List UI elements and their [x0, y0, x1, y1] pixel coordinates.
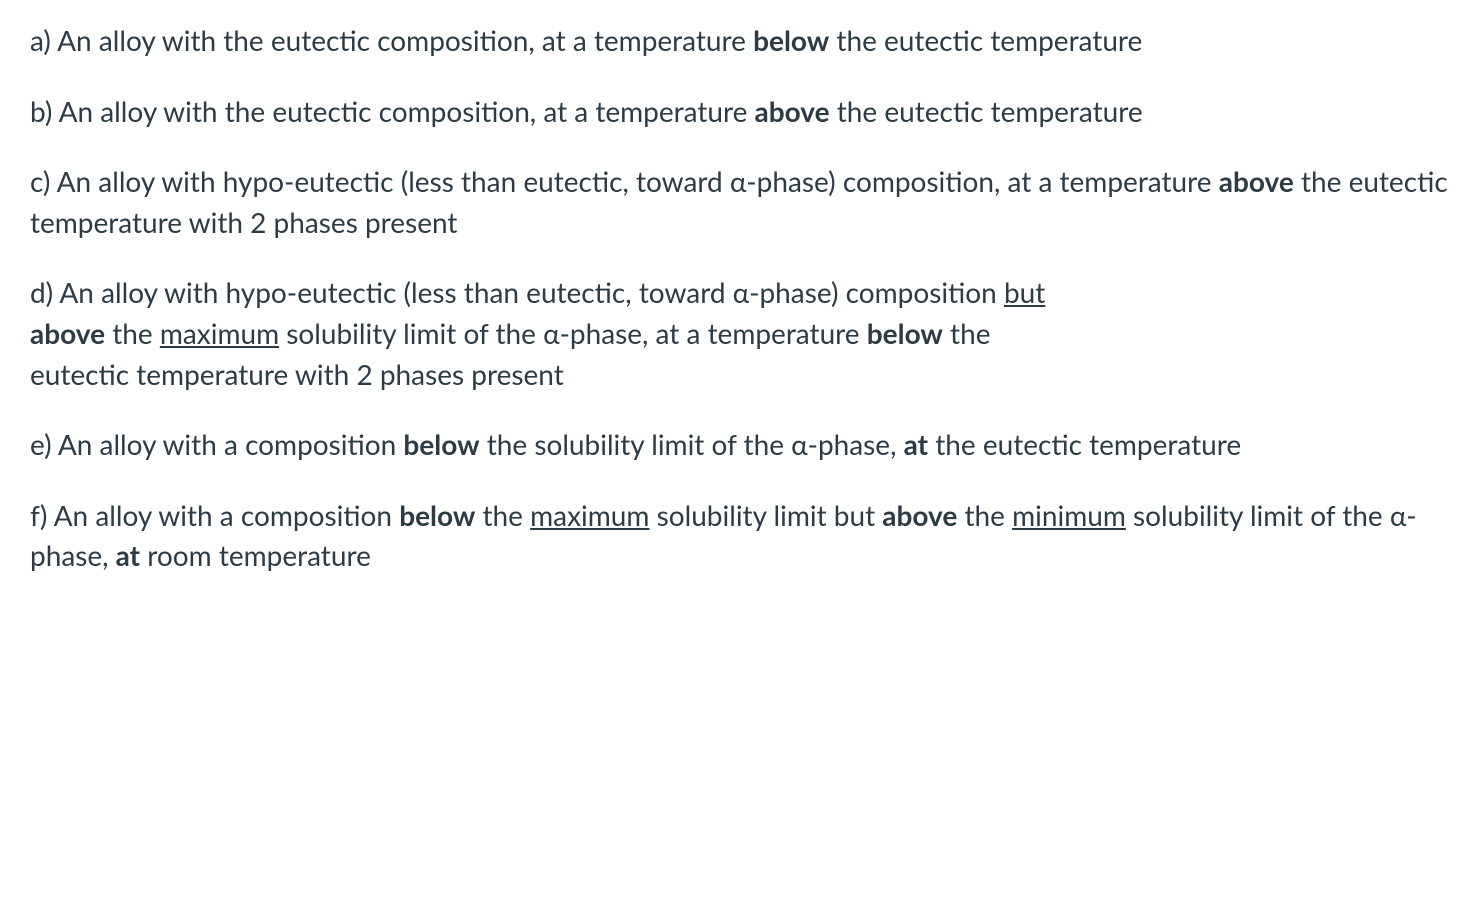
text-run: the solubility limit of the α-phase, [480, 427, 904, 461]
text-run: e) An alloy with a composition [30, 427, 403, 461]
option-b: b) An alloy with the eutectic compositio… [30, 91, 1450, 132]
text-run-underline: minimum [1012, 498, 1126, 532]
text-run: the eutectic temperature [830, 94, 1143, 128]
option-d: d) An alloy with hypo-eutectic (less tha… [30, 272, 1050, 394]
text-run: the [957, 498, 1012, 532]
text-run-bold: at [904, 427, 928, 461]
text-run-bold: above [30, 316, 105, 350]
text-run-underline: maximum [160, 316, 279, 350]
text-run: the eutectic temperature [829, 23, 1142, 57]
text-run: f) An alloy with a composition [30, 498, 399, 532]
text-run: solubility limit of the α-phase, at a te… [279, 316, 867, 350]
text-run-underline: maximum [530, 498, 649, 532]
text-run-bold: above [882, 498, 957, 532]
option-a: a) An alloy with the eutectic compositio… [30, 20, 1450, 61]
text-run: solubility limit but [649, 498, 882, 532]
text-run-underline: but [1004, 275, 1045, 309]
text-run-bold: at [116, 538, 140, 572]
option-c: c) An alloy with hypo-eutectic (less tha… [30, 161, 1450, 242]
text-run: the eutectic temperature [928, 427, 1241, 461]
option-f: f) An alloy with a composition below the… [30, 495, 1450, 576]
text-run: a) An alloy with the eutectic compositio… [30, 23, 753, 57]
text-run: d) An alloy with hypo-eutectic (less tha… [30, 275, 1004, 309]
text-run: the [475, 498, 530, 532]
text-run-bold: below [403, 427, 479, 461]
text-run-bold: below [753, 23, 829, 57]
text-run: the [105, 316, 160, 350]
option-e: e) An alloy with a composition below the… [30, 424, 1450, 465]
text-run: b) An alloy with the eutectic compositio… [30, 94, 755, 128]
text-run: room temperature [140, 538, 371, 572]
text-run-bold: above [755, 94, 830, 128]
text-run: c) An alloy with hypo-eutectic (less tha… [30, 164, 1219, 198]
text-run-bold: below [399, 498, 475, 532]
text-run-bold: above [1219, 164, 1294, 198]
text-run-bold: below [867, 316, 943, 350]
